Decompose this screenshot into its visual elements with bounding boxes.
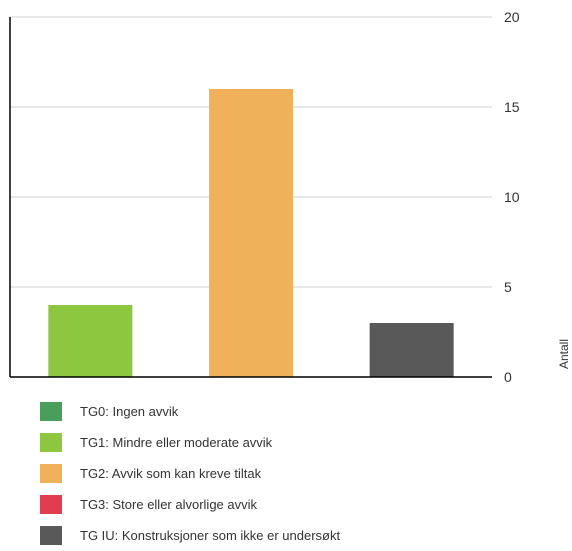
legend-swatch-tg3 bbox=[40, 495, 62, 514]
legend-label-tg2: TG2: Avvik som kan kreve tiltak bbox=[80, 466, 262, 481]
legend-swatch-tg1 bbox=[40, 433, 62, 452]
legend-item-tg2: TG2: Avvik som kan kreve tiltak bbox=[40, 458, 340, 489]
y-tick-label: 10 bbox=[504, 189, 520, 205]
bar-1 bbox=[209, 89, 293, 377]
axes bbox=[9, 17, 492, 378]
legend-item-tg3: TG3: Store eller alvorlige avvik bbox=[40, 489, 340, 520]
legend-label-tg3: TG3: Store eller alvorlige avvik bbox=[80, 497, 258, 512]
y-tick-label: 5 bbox=[504, 279, 512, 295]
legend-label-tg0: TG0: Ingen avvik bbox=[80, 404, 179, 419]
y-axis-label: Antall bbox=[557, 339, 571, 369]
legend-item-tg0: TG0: Ingen avvik bbox=[40, 396, 340, 427]
legend-swatch-tgiu bbox=[40, 526, 62, 545]
y-tick-label: 0 bbox=[504, 369, 512, 385]
bar-0 bbox=[48, 305, 133, 377]
y-tick-label: 15 bbox=[504, 99, 520, 115]
legend-item-tg1: TG1: Mindre eller moderate avvik bbox=[40, 427, 340, 458]
legend-label-tg1: TG1: Mindre eller moderate avvik bbox=[80, 435, 273, 450]
legend-swatch-tg2 bbox=[40, 464, 62, 483]
legend: TG0: Ingen avvik TG1: Mindre eller moder… bbox=[40, 396, 340, 551]
legend-item-tgiu: TG IU: Konstruksjoner som ikke er unders… bbox=[40, 520, 340, 551]
legend-swatch-tg0 bbox=[40, 402, 62, 421]
bars bbox=[48, 89, 454, 377]
bar-2 bbox=[369, 323, 454, 377]
y-tick-label: 20 bbox=[504, 9, 520, 25]
legend-label-tgiu: TG IU: Konstruksjoner som ikke er unders… bbox=[80, 528, 341, 543]
bar-chart: 0 5 10 15 20 Antall bbox=[9, 9, 571, 385]
y-tick-labels: 0 5 10 15 20 bbox=[504, 9, 520, 385]
